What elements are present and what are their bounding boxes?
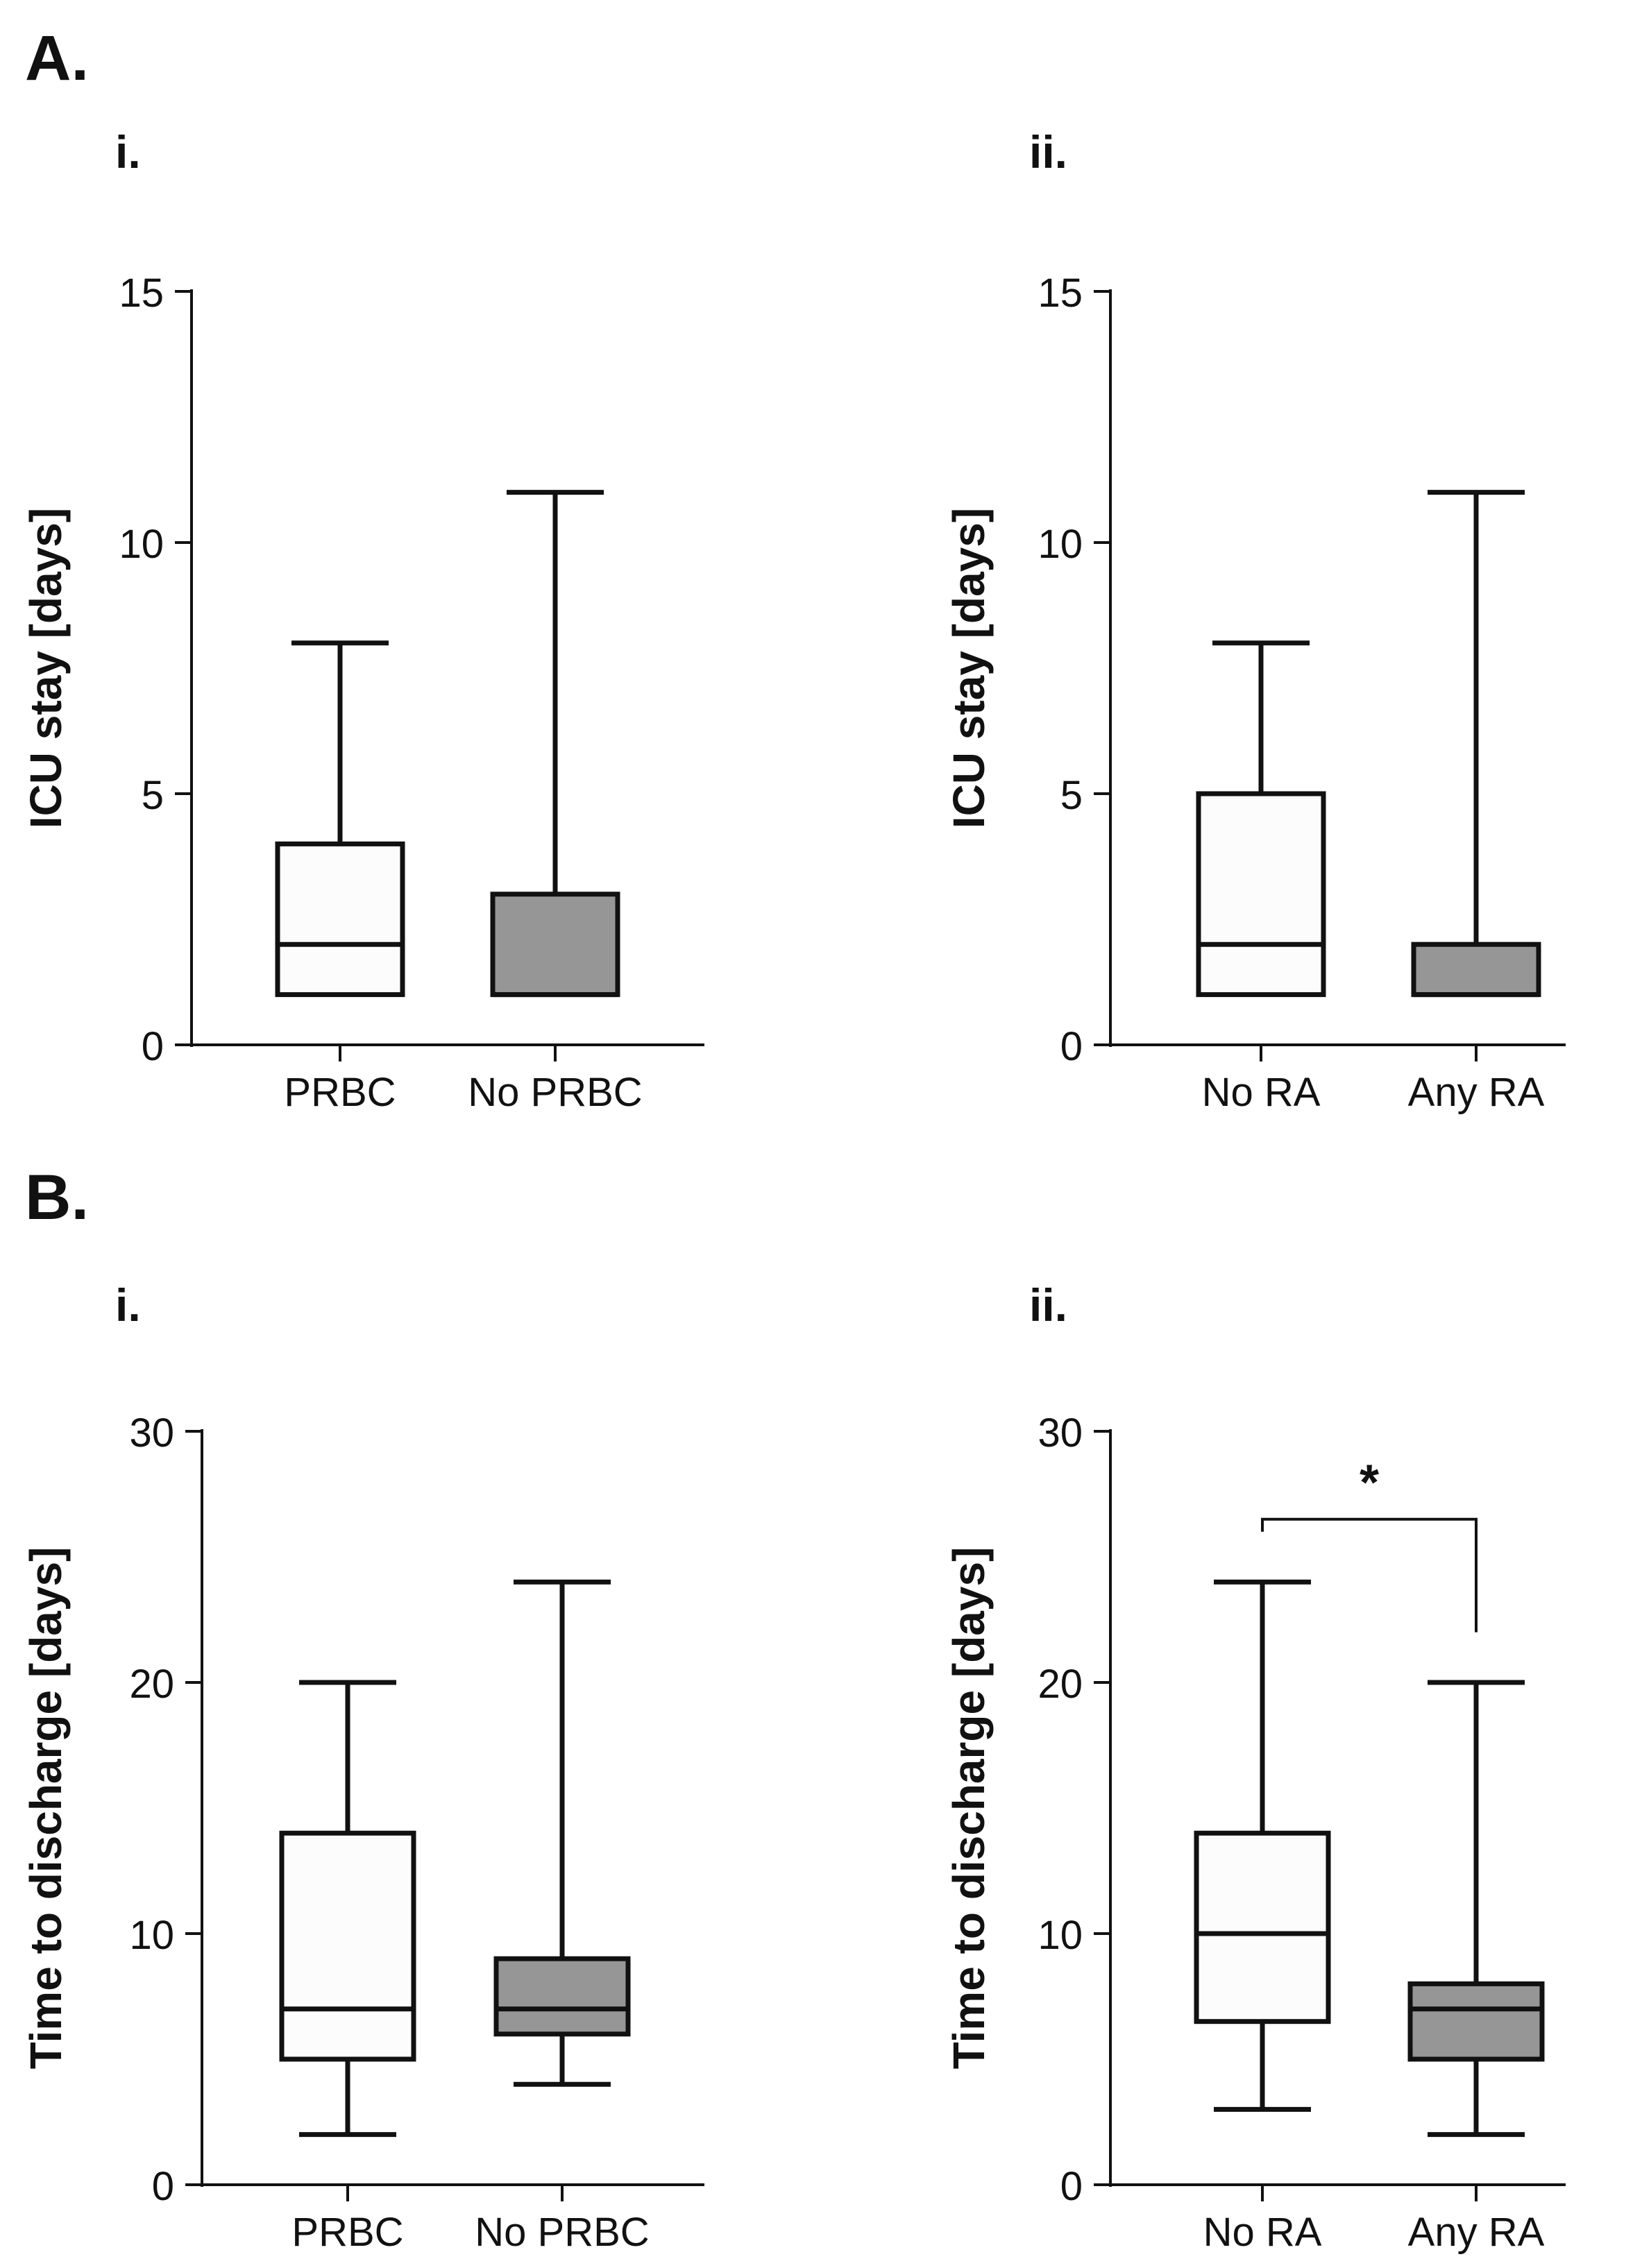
box-iqr: [275, 841, 405, 998]
box-2: [1407, 1680, 1545, 2138]
box-iqr: [1411, 941, 1541, 998]
box-iqr: [1407, 1981, 1545, 2062]
y-tick-label: 15: [119, 271, 164, 316]
x-tick-label: No RA: [1202, 1070, 1321, 1115]
x-tick-label: No PRBC: [475, 2210, 649, 2255]
y-tick-label: 15: [1038, 271, 1083, 316]
y-tick-label: 5: [1060, 773, 1083, 818]
x-tick-label: PRBC: [291, 2210, 403, 2255]
y-tick-label: 30: [1038, 1410, 1083, 1456]
y-axis-title: ICU stay [days]: [944, 508, 994, 828]
y-axis-title: ICU stay [days]: [21, 508, 71, 828]
box-2: [490, 490, 620, 998]
chart-b-i: 0 10 20 30 PRBC No PRBC Time to discharge [day…: [21, 1410, 704, 2255]
chart-a-i: 0 5 10 15 PRBC No PRBC ICU stay [days]: [21, 271, 704, 1115]
y-tick-label: 0: [142, 1024, 164, 1069]
box-iqr: [1194, 1830, 1331, 2024]
panel-label-a: A.: [25, 23, 89, 94]
y-tick-label: 0: [1060, 1024, 1083, 1069]
box-1: [1196, 640, 1326, 998]
box-1: [1194, 1579, 1331, 2112]
box-2: [1411, 490, 1541, 998]
x-tick-label: Any RA: [1408, 2210, 1545, 2255]
y-tick-label: 10: [129, 1913, 174, 1958]
sublabel-a-i: i.: [115, 126, 141, 178]
sublabel-b-ii: ii.: [1029, 1279, 1068, 1331]
y-tick-label: 10: [1038, 522, 1083, 567]
y-tick-label: 0: [152, 2164, 174, 2209]
sublabel-a-ii: ii.: [1029, 126, 1068, 178]
y-tick-label: 20: [1038, 1662, 1083, 1707]
x-tick-label: No PRBC: [468, 1070, 642, 1115]
chart-a-ii: 0 5 10 15 No RA Any RA ICU stay [days]: [944, 271, 1566, 1115]
panel-label-b: B.: [25, 1162, 89, 1233]
box-iqr: [1196, 791, 1326, 998]
sublabel-b-i: i.: [115, 1279, 141, 1331]
box-iqr: [493, 1956, 631, 2037]
box-1: [275, 640, 405, 998]
significance-star: *: [1360, 1456, 1379, 1511]
box-iqr: [279, 1830, 416, 2062]
y-axis-title: Time to discharge [days]: [21, 1547, 71, 2070]
box-iqr: [490, 892, 620, 998]
y-axis-title: Time to discharge [days]: [944, 1547, 994, 2070]
y-tick-label: 10: [1038, 1913, 1083, 1958]
significance-bracket: [1261, 1517, 1478, 1632]
y-tick-label: 0: [1060, 2164, 1083, 2209]
y-tick-label: 20: [129, 1662, 174, 1707]
box-1: [279, 1680, 416, 2138]
box-2: [493, 1579, 631, 2087]
x-tick-label: Any RA: [1408, 1070, 1545, 1115]
y-tick-label: 5: [142, 773, 164, 818]
y-tick-label: 30: [129, 1410, 174, 1456]
y-tick-label: 10: [119, 522, 164, 567]
x-tick-label: PRBC: [284, 1070, 396, 1115]
chart-b-ii: 0 10 20 30 No RA Any RA Time to discharge [day…: [944, 1410, 1566, 2255]
x-tick-label: No RA: [1203, 2210, 1322, 2255]
